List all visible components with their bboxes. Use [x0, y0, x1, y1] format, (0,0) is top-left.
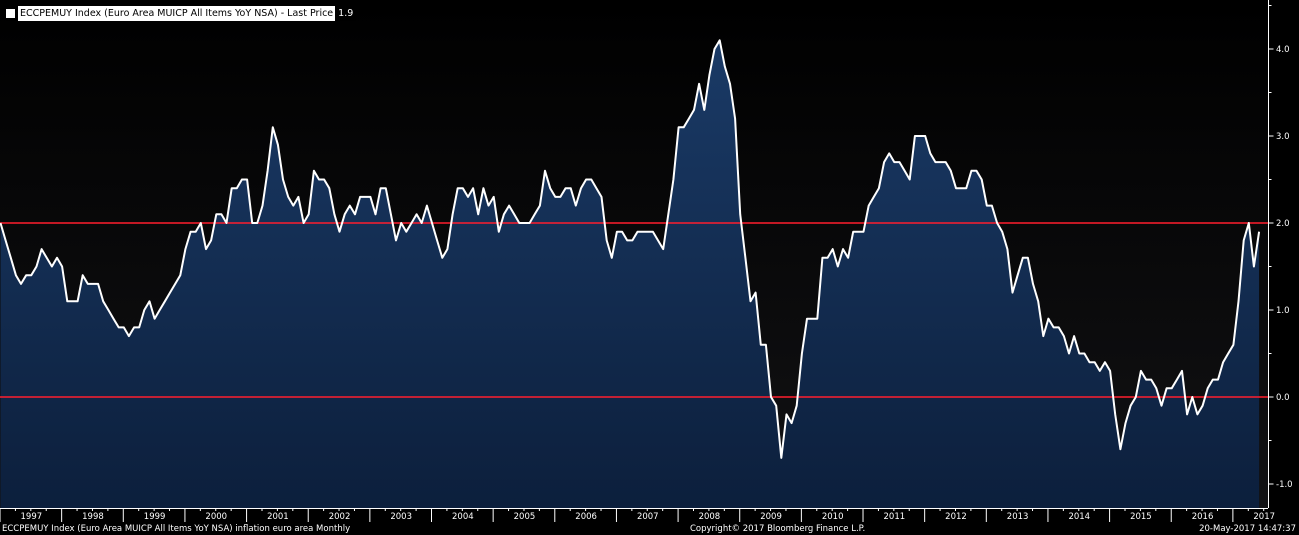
x-axis: 1997 1998 1999 2000 2001 2002 2003 2004 2005 2006… [0, 508, 1275, 522]
x-tick-label: 2003 [390, 512, 412, 522]
footer-copyright: Copyright© 2017 Bloomberg Finance L.P. [690, 524, 866, 534]
footer-timestamp: 20-May-2017 14:47:37 [1199, 524, 1296, 534]
x-tick-label: 2010 [822, 512, 844, 522]
x-tick-label: 2004 [452, 512, 474, 522]
y-tick-label: 0.0 [1276, 393, 1290, 403]
y-tick-label: 2.0 [1276, 219, 1290, 229]
legend: ECCPEMUY Index (Euro Area MUICP All Item… [6, 6, 357, 21]
y-tick-label: -1.0 [1276, 480, 1293, 490]
x-tick-label: 2015 [1130, 512, 1152, 522]
x-tick-label: 2013 [1007, 512, 1029, 522]
legend-label: ECCPEMUY Index (Euro Area MUICP All Item… [18, 6, 336, 21]
x-tick-label: 2005 [514, 512, 536, 522]
series-area [0, 40, 1260, 509]
x-tick-label: 2011 [884, 512, 906, 522]
x-tick-label: 2002 [329, 512, 351, 522]
series-line [0, 39, 1261, 459]
x-tick-label: 2014 [1068, 512, 1090, 522]
x-tick-label: 2017 [1253, 512, 1275, 522]
y-axis: 4.0 3.0 2.0 1.0 0.0 -1.0 [1268, 0, 1293, 508]
x-tick-label: 2007 [637, 512, 659, 522]
x-tick-label: 2000 [205, 512, 227, 522]
line-layer [0, 39, 1261, 459]
x-tick-label: 1998 [82, 512, 104, 522]
x-tick-label: 1999 [144, 512, 166, 522]
legend-swatch [6, 9, 15, 18]
y-tick-label: 1.0 [1276, 306, 1290, 316]
x-tick-label: 2012 [945, 512, 967, 522]
legend-last-value: 1.9 [338, 8, 354, 19]
footer-description: ECCPEMUY Index (Euro Area MUICP All Item… [2, 524, 351, 534]
area-layer [0, 40, 1260, 509]
x-tick-label: 1997 [21, 512, 43, 522]
x-tick-label: 2016 [1192, 512, 1214, 522]
y-tick-label: 4.0 [1276, 45, 1290, 55]
x-tick-label: 2001 [267, 512, 289, 522]
x-tick-label: 2009 [760, 512, 782, 522]
x-tick-label: 2006 [575, 512, 597, 522]
footer: ECCPEMUY Index (Euro Area MUICP All Item… [0, 523, 1299, 535]
x-tick-label: 2008 [699, 512, 721, 522]
reference-lines [0, 222, 1268, 398]
y-tick-label: 3.0 [1276, 132, 1290, 142]
